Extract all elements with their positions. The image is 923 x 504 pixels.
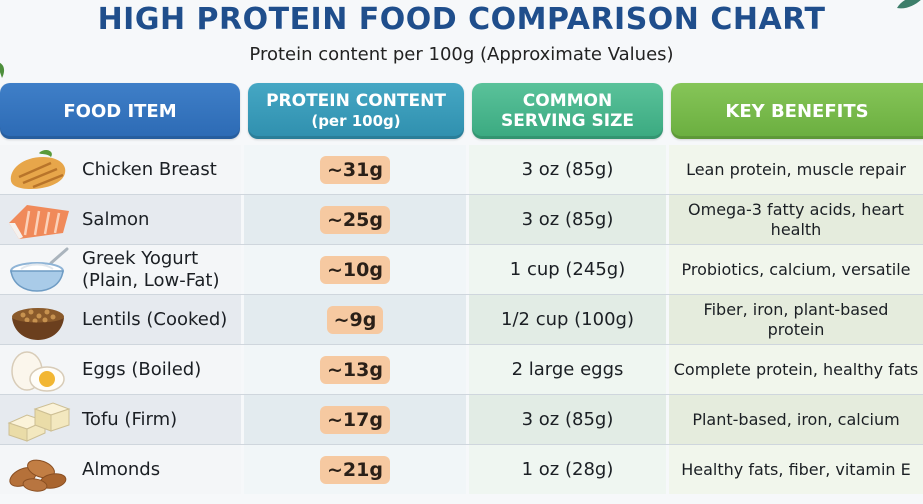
table-row: Tofu (Firm) ~17g 3 oz (85g) Plant-based,… <box>0 395 923 445</box>
protein-badge: ~9g <box>326 305 384 334</box>
serving-cell: 1 cup (245g) <box>469 245 666 294</box>
serving-cell: 3 oz (85g) <box>469 395 666 444</box>
protein-badge: ~10g <box>320 255 390 284</box>
header-benefits-label: KEY BENEFITS <box>725 100 869 122</box>
chart-title: HIGH PROTEIN FOOD COMPARISON CHART <box>97 2 826 37</box>
food-cell: Lentils (Cooked) <box>0 295 241 344</box>
key-benefits: Plant-based, iron, calcium <box>692 409 900 429</box>
key-benefits: Healthy fats, fiber, vitamin E <box>681 459 911 479</box>
boiled-egg-icon <box>11 351 65 392</box>
table-row: Salmon ~25g 3 oz (85g) Omega-3 fatty aci… <box>0 195 923 245</box>
food-cell: Tofu (Firm) <box>0 395 241 444</box>
benefits-cell: Omega-3 fatty acids, heart health <box>669 195 923 244</box>
key-benefits: Fiber, iron, plant-based protein <box>703 299 889 339</box>
benefits-cell: Probiotics, calcium, versatile <box>669 245 923 294</box>
food-name: Lentils (Cooked) <box>82 308 228 330</box>
benefits-cell: Fiber, iron, plant-based protein <box>669 295 923 344</box>
serving-cell: 3 oz (85g) <box>469 195 666 244</box>
header-food-item: FOOD ITEM <box>0 83 240 139</box>
serving-size: 3 oz (85g) <box>521 209 614 230</box>
header-food-label: FOOD ITEM <box>63 100 177 122</box>
benefits-cell: Complete protein, healthy fats <box>669 345 923 394</box>
table-row: Lentils (Cooked) ~9g 1/2 cup (100g) Fibe… <box>0 295 923 345</box>
leaf-decoration-icon <box>0 62 5 78</box>
food-name: Greek Yogurt (Plain, Low-Fat) <box>82 247 220 291</box>
benefits-cell: Lean protein, muscle repair <box>669 145 923 194</box>
protein-cell: ~10g <box>244 245 466 294</box>
protein-badge: ~17g <box>320 405 390 434</box>
table-row: Greek Yogurt (Plain, Low-Fat) ~10g 1 cup… <box>0 245 923 295</box>
almonds-icon <box>9 459 67 492</box>
serving-size: 1 cup (245g) <box>509 259 626 280</box>
food-name: Almonds <box>82 458 161 480</box>
serving-size: 3 oz (85g) <box>521 409 614 430</box>
protein-cell: ~21g <box>244 445 466 494</box>
food-cell: Almonds <box>0 445 241 494</box>
food-cell: Salmon <box>0 195 241 244</box>
leaf-decoration-icon <box>897 0 921 9</box>
protein-badge: ~13g <box>320 355 390 384</box>
protein-cell: ~13g <box>244 345 466 394</box>
yogurt-bowl-icon <box>10 247 69 292</box>
header-serving-size: COMMON SERVING SIZE <box>472 83 663 139</box>
protein-badge: ~21g <box>320 455 390 484</box>
benefits-cell: Healthy fats, fiber, vitamin E <box>669 445 923 494</box>
protein-cell: ~17g <box>244 395 466 444</box>
serving-cell: 1/2 cup (100g) <box>469 295 666 344</box>
chicken-breast-icon <box>10 150 66 189</box>
salmon-icon <box>9 205 69 239</box>
key-benefits: Complete protein, healthy fats <box>673 359 919 379</box>
food-cell: Eggs (Boiled) <box>0 345 241 394</box>
serving-cell: 1 oz (28g) <box>469 445 666 494</box>
key-benefits: Probiotics, calcium, versatile <box>681 259 911 279</box>
serving-cell: 2 large eggs <box>469 345 666 394</box>
protein-badge: ~25g <box>320 205 390 234</box>
serving-size: 1/2 cup (100g) <box>501 309 634 330</box>
serving-cell: 3 oz (85g) <box>469 145 666 194</box>
header-serving-label-1: COMMON <box>522 91 613 111</box>
food-name: Tofu (Firm) <box>82 408 178 430</box>
header-serving-label-2: SERVING SIZE <box>500 111 635 131</box>
table-row: Eggs (Boiled) ~13g 2 large eggs Complete… <box>0 345 923 395</box>
table-row: Chicken Breast ~31g 3 oz (85g) Lean prot… <box>0 145 923 195</box>
protein-badge: ~31g <box>320 155 390 184</box>
key-benefits: Omega-3 fatty acids, heart health <box>688 199 904 239</box>
food-name: Eggs (Boiled) <box>82 358 202 380</box>
protein-cell: ~9g <box>244 295 466 344</box>
protein-cell: ~31g <box>244 145 466 194</box>
food-name: Chicken Breast <box>82 158 217 180</box>
protein-cell: ~25g <box>244 195 466 244</box>
header-protein-unit: (per 100g) <box>311 112 401 130</box>
lentils-bowl-icon <box>12 308 64 340</box>
serving-size: 3 oz (85g) <box>521 159 614 180</box>
food-name: Salmon <box>82 208 150 230</box>
serving-size: 2 large eggs <box>511 359 624 380</box>
food-cell: Chicken Breast <box>0 145 241 194</box>
header-protein-content: PROTEIN CONTENT (per 100g) <box>248 83 464 139</box>
header-protein-label: PROTEIN CONTENT <box>266 91 446 111</box>
table-row: Almonds ~21g 1 oz (28g) Healthy fats, fi… <box>0 445 923 504</box>
chart-subtitle: Protein content per 100g (Approximate Va… <box>249 44 674 65</box>
food-cell: Greek Yogurt (Plain, Low-Fat) <box>0 245 241 294</box>
header-key-benefits: KEY BENEFITS <box>671 83 923 139</box>
tofu-icon <box>7 402 71 442</box>
benefits-cell: Plant-based, iron, calcium <box>669 395 923 444</box>
serving-size: 1 oz (28g) <box>521 459 614 480</box>
key-benefits: Lean protein, muscle repair <box>686 159 906 179</box>
